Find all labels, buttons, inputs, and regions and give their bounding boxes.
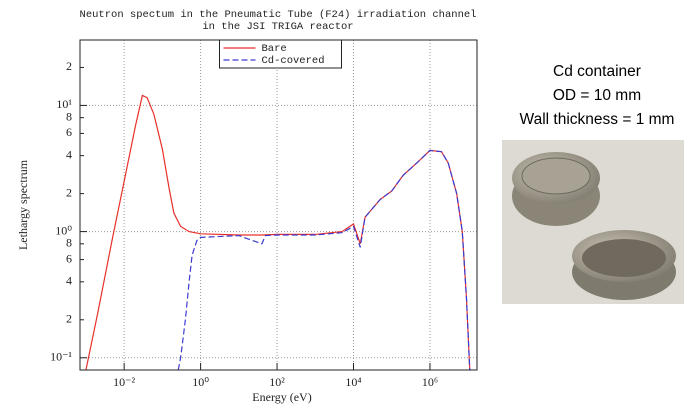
annotation: OD = 10 mm (553, 87, 641, 104)
plot-area (80, 40, 477, 370)
photo (502, 140, 684, 304)
y-tick-label: 2 (66, 59, 72, 73)
plot-frame (79, 39, 478, 371)
y-tick-label: 8 (66, 236, 72, 250)
y-tick-label: 6 (66, 251, 72, 265)
x-axis-label: Energy (eV) (252, 390, 311, 404)
y-tick-label: 10¹ (56, 97, 72, 111)
series-line (85, 94, 471, 370)
y-tick-label: 4 (66, 274, 72, 288)
series-group (85, 94, 471, 370)
x-tick-label: 10⁰ (192, 375, 209, 389)
y-tick-label: 2 (66, 312, 72, 326)
legend-box (219, 39, 342, 69)
y-tick-label: 4 (66, 147, 72, 161)
y-tick-label: 10⁻¹ (50, 350, 72, 364)
legend-label: Cd-covered (262, 55, 325, 67)
x-tick-label: 10⁶ (422, 375, 438, 389)
chart-subtitle: in the JSI TRIGA reactor (202, 21, 353, 33)
y-tick-label: 6 (66, 125, 72, 139)
y-tick-label: 2 (66, 185, 72, 199)
chart-title: Neutron spectum in the Pneumatic Tube (F… (80, 9, 477, 21)
series-line (177, 149, 471, 370)
x-tick-label: 10² (269, 375, 285, 389)
y-tick-label: 8 (66, 109, 72, 123)
x-tick-label: 10⁴ (345, 375, 361, 389)
annotation: Cd container (553, 63, 641, 80)
legend-label: Bare (262, 43, 287, 55)
annotation: Wall thickness = 1 mm (520, 111, 675, 128)
y-axis-label: Lethargy spectrum (16, 159, 30, 250)
y-tick-label: 10⁰ (55, 223, 72, 237)
x-tick-label: 10⁻² (113, 375, 135, 389)
